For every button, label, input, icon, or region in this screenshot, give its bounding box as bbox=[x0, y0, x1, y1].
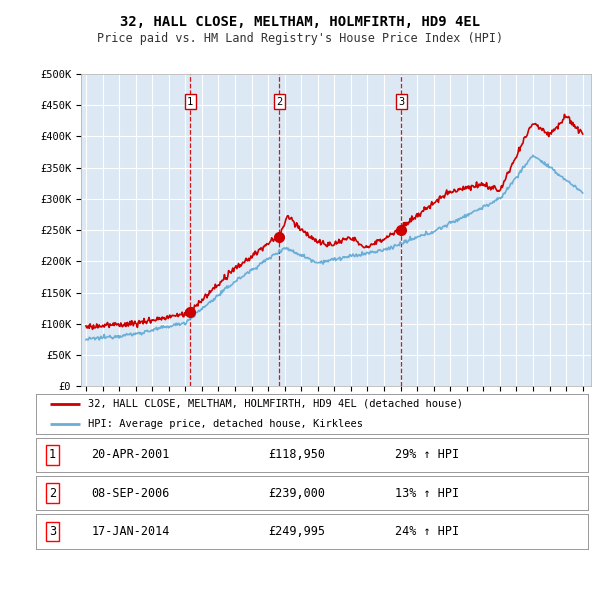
Text: £239,000: £239,000 bbox=[268, 487, 325, 500]
Text: 13% ↑ HPI: 13% ↑ HPI bbox=[395, 487, 459, 500]
Text: Price paid vs. HM Land Registry's House Price Index (HPI): Price paid vs. HM Land Registry's House … bbox=[97, 32, 503, 45]
Text: 1: 1 bbox=[187, 97, 193, 107]
Text: 2: 2 bbox=[276, 97, 283, 107]
Text: 29% ↑ HPI: 29% ↑ HPI bbox=[395, 448, 459, 461]
Text: 32, HALL CLOSE, MELTHAM, HOLMFIRTH, HD9 4EL: 32, HALL CLOSE, MELTHAM, HOLMFIRTH, HD9 … bbox=[120, 15, 480, 29]
Text: 3: 3 bbox=[49, 525, 56, 538]
Text: £118,950: £118,950 bbox=[268, 448, 325, 461]
Text: 17-JAN-2014: 17-JAN-2014 bbox=[91, 525, 170, 538]
Text: HPI: Average price, detached house, Kirklees: HPI: Average price, detached house, Kirk… bbox=[88, 419, 364, 428]
Text: 1: 1 bbox=[49, 448, 56, 461]
Text: 2: 2 bbox=[49, 487, 56, 500]
Text: 3: 3 bbox=[398, 97, 404, 107]
Text: 20-APR-2001: 20-APR-2001 bbox=[91, 448, 170, 461]
Text: 32, HALL CLOSE, MELTHAM, HOLMFIRTH, HD9 4EL (detached house): 32, HALL CLOSE, MELTHAM, HOLMFIRTH, HD9 … bbox=[88, 399, 463, 408]
Text: 24% ↑ HPI: 24% ↑ HPI bbox=[395, 525, 459, 538]
Text: £249,995: £249,995 bbox=[268, 525, 325, 538]
Text: 08-SEP-2006: 08-SEP-2006 bbox=[91, 487, 170, 500]
